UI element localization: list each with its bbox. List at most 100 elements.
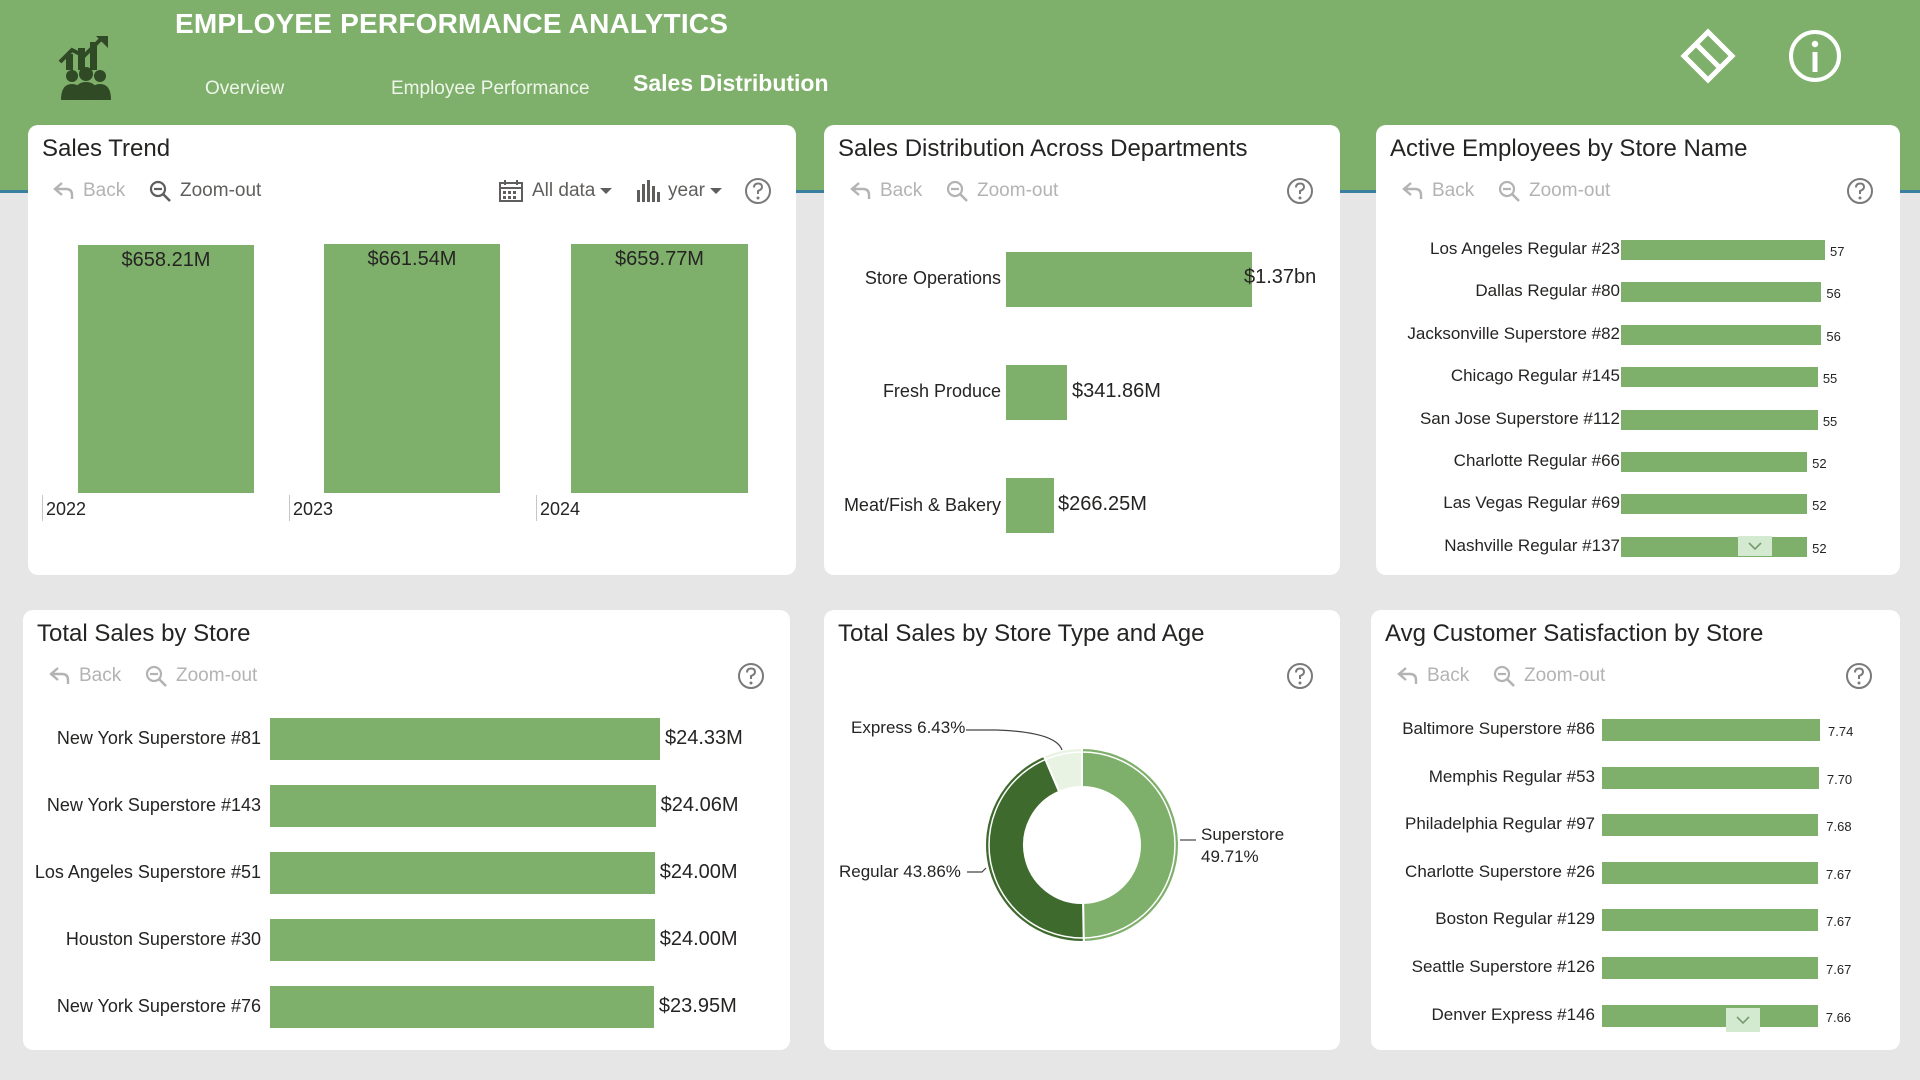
bar[interactable] [1602, 814, 1819, 837]
bar-2022[interactable] [78, 245, 254, 493]
caret-down-icon [709, 188, 722, 194]
year-label: year [668, 180, 705, 201]
help-icon[interactable] [744, 177, 772, 205]
bar-chart-icon [637, 180, 660, 202]
back-arrow-icon [1402, 182, 1423, 199]
category-label: Fresh Produce [882, 381, 1001, 401]
data-label-2023: $661.54M [367, 248, 457, 270]
back-arrow-icon [850, 182, 871, 199]
back-arrow-icon [53, 182, 74, 199]
zoom-out-icon [1498, 180, 1520, 202]
data-label: 7.67 [1826, 962, 1852, 977]
bar[interactable] [270, 718, 660, 760]
zoom-out-button[interactable]: Zoom-out [144, 662, 257, 690]
active-employees-card: Active Employees by Store Name Back Zoom… [1376, 125, 1900, 575]
bar-fresh-produce[interactable] [1006, 365, 1067, 420]
bar[interactable] [270, 919, 655, 961]
back-button[interactable]: Back [49, 662, 121, 690]
zoom-out-button[interactable]: Zoom-out [1492, 662, 1605, 690]
donut-slice-regular[interactable] [984, 754, 1085, 943]
donut-slice-express[interactable] [1042, 746, 1083, 793]
bar[interactable] [1602, 909, 1819, 932]
data-label: 7.67 [1826, 866, 1852, 882]
tab-overview[interactable]: Overview [205, 78, 285, 99]
bar[interactable] [1621, 452, 1808, 472]
bar[interactable] [1621, 282, 1822, 303]
tab-employee-performance[interactable]: Employee Performance [391, 78, 590, 99]
scroll-down-handle[interactable] [1726, 1008, 1760, 1032]
back-label: Back [1427, 665, 1470, 686]
donut-inner-ring [988, 751, 1176, 939]
bar[interactable] [1621, 536, 1808, 557]
category-label: Nashville Regular #137 [1444, 535, 1620, 555]
bar[interactable] [1621, 494, 1808, 515]
back-label: Back [83, 180, 126, 201]
bar-store-operations[interactable] [1006, 252, 1252, 307]
card-title: Total Sales by Store [37, 620, 251, 647]
bar-2023[interactable] [324, 244, 500, 493]
help-icon[interactable] [1846, 177, 1874, 205]
zoom-out-label: Zoom-out [180, 180, 262, 201]
app-title: EMPLOYEE PERFORMANCE ANALYTICS [175, 8, 729, 39]
data-label: 7.66 [1825, 1009, 1852, 1025]
data-label-2024: $659.77M [615, 248, 704, 270]
superstore-pct-label: 49.71% [1201, 847, 1259, 866]
zoom-out-button[interactable]: Zoom-out [945, 177, 1058, 205]
bar[interactable] [1621, 367, 1818, 388]
bar[interactable] [1602, 719, 1820, 741]
help-icon[interactable] [737, 662, 765, 690]
back-button[interactable]: Back [53, 177, 125, 205]
zoom-out-label: Zoom-out [1529, 180, 1611, 201]
bar[interactable] [1602, 766, 1819, 789]
year-dropdown[interactable]: year [636, 177, 731, 205]
bar[interactable] [1621, 324, 1822, 345]
dept-sales-card: Sales Distribution Across Departments Ba… [824, 125, 1340, 575]
card-title: Active Employees by Store Name [1390, 135, 1748, 162]
bar[interactable] [1602, 957, 1819, 979]
data-label: 7.68 [1826, 819, 1852, 835]
donut-slice-superstore[interactable] [1081, 746, 1180, 944]
data-label: 7.74 [1828, 724, 1854, 739]
bar[interactable] [1602, 1004, 1818, 1027]
zoom-out-button[interactable]: Zoom-out [1497, 177, 1610, 205]
back-label: Back [1432, 180, 1475, 201]
bar[interactable] [1602, 861, 1819, 884]
x-tick-mark [536, 495, 537, 521]
help-icon[interactable] [1845, 662, 1873, 690]
bar[interactable] [1621, 409, 1818, 430]
all-data-label: All data [532, 180, 596, 201]
category-label: Los Angeles Superstore #51 [34, 862, 261, 882]
bar[interactable] [1621, 240, 1825, 260]
bar[interactable] [270, 785, 656, 827]
bar-meat-fish-bakery[interactable] [1006, 478, 1054, 533]
bar-2024[interactable] [571, 244, 748, 493]
category-label: Boston Regular #129 [1435, 909, 1595, 929]
tab-sales-distribution[interactable]: Sales Distribution [633, 70, 829, 96]
data-label: $24.00M [659, 928, 738, 950]
info-icon[interactable] [1787, 28, 1843, 84]
express-leader-line [966, 729, 1063, 751]
eraser-icon[interactable] [1680, 28, 1736, 84]
superstore-label: Superstore [1201, 825, 1285, 844]
data-label: $23.95M [658, 995, 737, 1017]
sales-trend-card: Sales Trend Back Zoom-out All data year … [28, 125, 796, 575]
category-label: New York Superstore #76 [56, 996, 261, 1016]
back-button[interactable]: Back [850, 177, 922, 205]
bar[interactable] [270, 852, 655, 894]
data-label: 7.70 [1826, 771, 1853, 787]
back-button[interactable]: Back [1402, 177, 1474, 205]
card-title: Sales Trend [42, 135, 171, 162]
all-data-dropdown[interactable]: All data [498, 177, 621, 205]
scroll-down-handle[interactable] [1738, 536, 1772, 556]
data-label: 55 [1822, 371, 1838, 387]
zoom-out-button[interactable]: Zoom-out [148, 177, 261, 205]
data-label: $24.06M [660, 794, 739, 816]
bar[interactable] [270, 986, 654, 1028]
x-tick-mark [42, 495, 43, 521]
help-icon[interactable] [1286, 177, 1314, 205]
data-label: $24.00M [659, 861, 738, 883]
help-icon[interactable] [1286, 662, 1314, 690]
category-label: New York Superstore #81 [56, 728, 261, 748]
back-button[interactable]: Back [1397, 662, 1469, 690]
data-label: 56 [1826, 328, 1841, 344]
